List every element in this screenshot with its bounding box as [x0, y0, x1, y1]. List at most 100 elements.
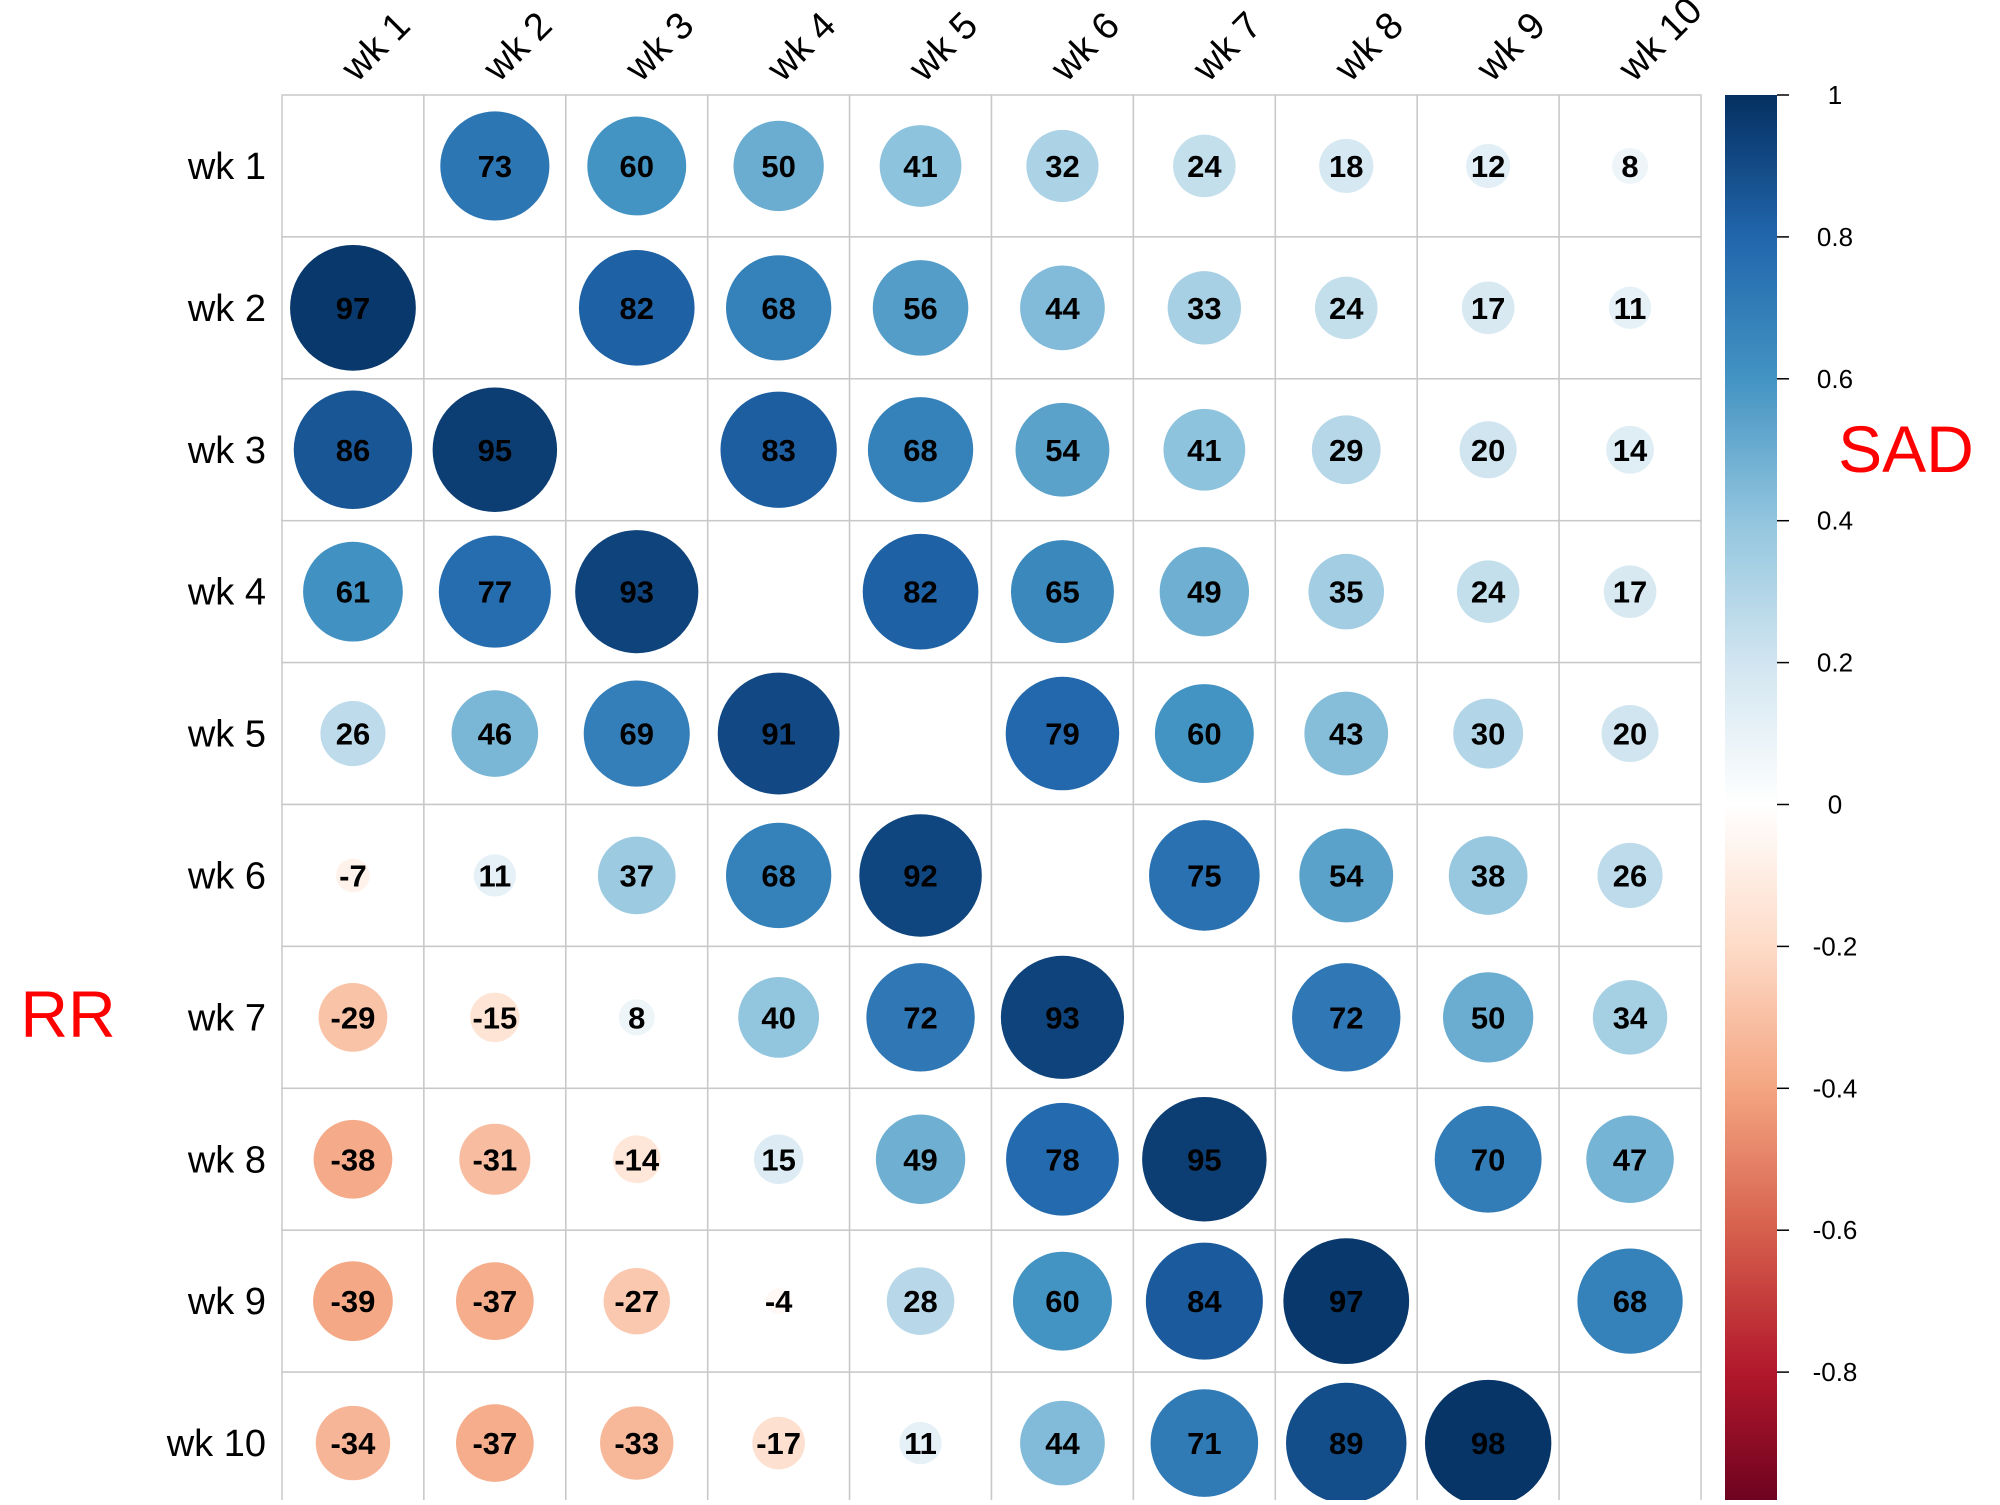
row-label: wk 1 — [187, 146, 266, 188]
correlation-circle — [1012, 1251, 1112, 1351]
correlation-circle — [1154, 684, 1254, 784]
correlation-value-label: 32 — [1045, 149, 1079, 184]
correlation-circle — [587, 116, 687, 216]
grid-cell — [281, 94, 425, 238]
row-label: wk 5 — [187, 714, 266, 756]
correlation-value-label: 29 — [1329, 433, 1363, 468]
correlation-circle — [432, 387, 558, 512]
correlation-circle — [1173, 134, 1236, 198]
colorbar-tick-label: -0.6 — [1813, 1215, 1858, 1245]
correlation-circle — [578, 250, 695, 366]
correlation-value-label: 17 — [1471, 291, 1505, 326]
grid-cell — [1416, 94, 1560, 238]
correlation-circle — [597, 836, 676, 915]
correlation-value-label: 93 — [1045, 1000, 1079, 1035]
colorbar-tick-label: -0.2 — [1813, 931, 1858, 961]
correlation-circle — [872, 260, 969, 356]
grid-cell — [1558, 1371, 1702, 1505]
correlation-value-label: 83 — [761, 433, 795, 468]
correlation-value-label: 84 — [1187, 1284, 1222, 1319]
correlation-value-label: 54 — [1045, 433, 1080, 468]
colorbar-tick-label: 0.8 — [1817, 222, 1853, 252]
column-label: wk 10 — [1610, 0, 1711, 90]
correlation-circle — [1597, 842, 1663, 909]
correlation-circle — [1286, 1382, 1407, 1504]
correlation-circle — [1466, 143, 1511, 189]
correlation-circle — [1314, 276, 1378, 340]
correlation-circle — [603, 1267, 670, 1335]
correlation-circle — [303, 541, 403, 642]
correlation-value-label: 68 — [903, 433, 937, 468]
correlation-value-label: 24 — [1471, 575, 1506, 610]
correlation-circle — [1461, 281, 1515, 335]
correlation-circle — [1015, 402, 1110, 497]
correlation-circle — [290, 244, 416, 371]
correlation-circle — [866, 963, 975, 1072]
row-label: wk 8 — [187, 1139, 266, 1181]
correlation-value-label: -39 — [331, 1284, 376, 1319]
correlation-circle — [1000, 955, 1125, 1079]
correlation-circle — [1456, 560, 1520, 623]
correlation-circle — [456, 1404, 534, 1482]
correlation-value-label: 44 — [1045, 291, 1080, 326]
correlation-circle — [717, 672, 840, 795]
correlation-circle — [1311, 415, 1381, 485]
correlation-value-label: 56 — [903, 291, 937, 326]
correlation-value-label: 95 — [478, 433, 512, 468]
correlation-value-label: 26 — [336, 717, 370, 752]
correlation-value-label: 65 — [1045, 575, 1079, 610]
correlation-value-label: 33 — [1187, 291, 1221, 326]
correlation-value-label: 11 — [904, 1426, 937, 1461]
correlation-circle — [1611, 147, 1649, 185]
row-label: wk 2 — [187, 288, 266, 330]
correlation-value-label: 97 — [336, 291, 370, 326]
correlation-value-label: 8 — [628, 1000, 645, 1035]
correlation-circle — [1606, 425, 1654, 474]
correlation-value-label: 60 — [620, 149, 654, 184]
correlation-value-label: 72 — [1329, 1000, 1363, 1035]
correlation-circle — [1010, 540, 1114, 644]
correlation-circle — [1292, 963, 1401, 1072]
colorbar-tick-label: 1 — [1828, 80, 1842, 110]
correlation-circle — [1308, 553, 1385, 630]
correlation-value-label: 38 — [1471, 858, 1505, 893]
correlation-circle — [867, 397, 974, 503]
correlation-circle — [1586, 1115, 1674, 1204]
correlation-value-label: 14 — [1613, 433, 1648, 468]
correlation-value-label: 77 — [478, 575, 512, 610]
correlation-value-label: 70 — [1471, 1142, 1505, 1177]
correlation-value-label: 49 — [903, 1142, 937, 1177]
correlation-value-label: -7 — [339, 858, 367, 893]
colorbar-tick-label: 0.6 — [1817, 364, 1853, 394]
correlation-circle — [1592, 980, 1668, 1055]
row-label: wk 6 — [187, 855, 266, 897]
correlation-circle — [1020, 1400, 1105, 1486]
correlation-value-label: 68 — [761, 858, 795, 893]
correlation-value-label: 78 — [1045, 1142, 1079, 1177]
correlation-circle — [879, 125, 962, 207]
correlation-value-label: 43 — [1329, 717, 1363, 752]
colorbar-tick-label: -0.4 — [1813, 1073, 1858, 1103]
correlation-value-label: 47 — [1613, 1142, 1647, 1177]
correlation-circle — [1299, 828, 1394, 923]
correlation-value-label: 50 — [761, 149, 795, 184]
correlation-value-label: 68 — [761, 291, 795, 326]
grid-cell — [1416, 1229, 1560, 1373]
correlation-circle — [315, 1405, 391, 1481]
row-label: wk 7 — [187, 997, 266, 1039]
correlation-value-label: 8 — [1621, 149, 1638, 184]
correlation-circle — [470, 992, 520, 1043]
correlation-circle — [438, 535, 551, 648]
correlation-value-label: 92 — [903, 858, 937, 893]
correlation-value-label: 41 — [1187, 433, 1221, 468]
correlation-value-label: 72 — [903, 1000, 937, 1035]
correlation-value-label: 79 — [1045, 717, 1079, 752]
row-label: wk 9 — [187, 1281, 266, 1323]
correlation-circle — [583, 680, 690, 787]
correlation-value-label: 54 — [1329, 858, 1364, 893]
grid-cell — [990, 236, 1135, 380]
correlation-circle — [765, 1288, 792, 1314]
correlation-circle — [612, 1135, 661, 1184]
correlation-value-label: 11 — [1614, 291, 1647, 326]
